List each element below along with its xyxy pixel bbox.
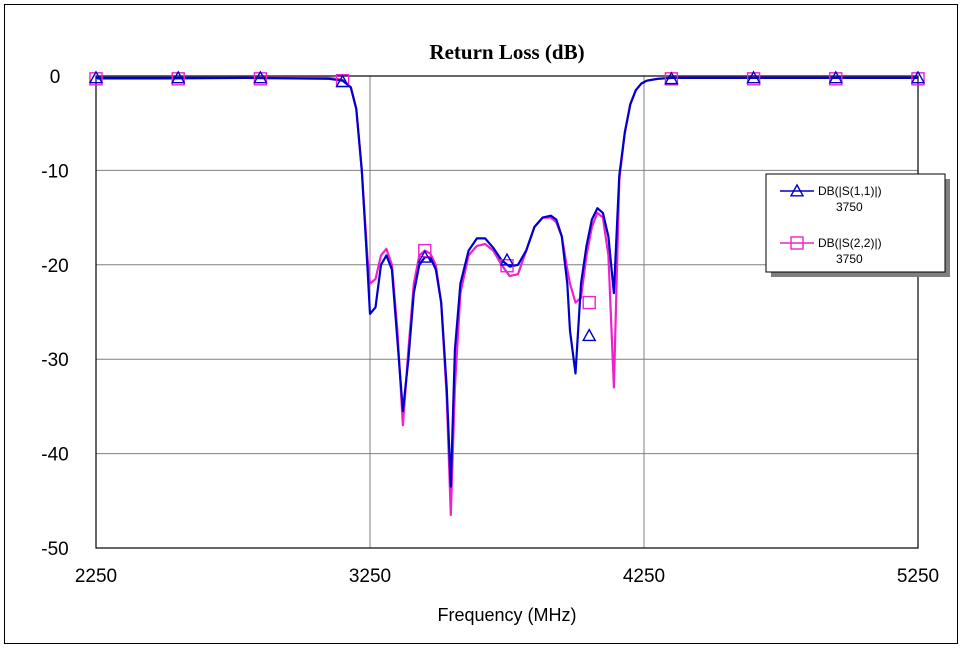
legend: DB(|S(1,1)|) 3750 DB(|S(2,2)|) 3750 [765,173,950,277]
x-tick-label: 5250 [897,566,939,587]
series-marker-1 [171,70,186,84]
legend-marker-2 [790,236,804,250]
x-tick-label: 3250 [349,566,391,587]
series-marker-1 [417,249,432,263]
chart-title: Return Loss (dB) [429,40,584,64]
x-tick-label: 4250 [623,566,665,587]
y-tick-label: -10 [41,161,68,182]
series-marker-2 [582,295,596,310]
y-tick-label: -30 [41,350,68,371]
legend-sublabel-2: 3750 [836,252,863,266]
series-marker-1 [335,74,350,88]
series-marker-1 [253,70,268,84]
return-loss-chart: 0 -10 -20 -30 -40 -50 2250 3250 4250 5250 Return … [41,40,950,625]
series-marker-2 [500,259,514,273]
x-tick-label: 2250 [75,566,117,587]
series-marker-2 [418,243,432,258]
y-tick-label: -20 [41,256,68,277]
plot-area [95,75,919,549]
series-lines [96,76,918,517]
series-marker-1 [499,252,515,266]
legend-label-2: DB(|S(2,2)|) [818,236,882,250]
legend-marker-1 [789,183,805,197]
series-marker-1 [88,70,104,84]
y-tick-label: 0 [50,67,61,88]
legend-sublabel-1: 3750 [836,200,863,214]
chart-frame: 0 -10 -20 -30 -40 -50 2250 3250 4250 5250 Return … [4,4,958,644]
series-marker-1 [910,70,926,84]
series-line-2 [96,76,918,517]
y-tick-label: -40 [41,445,68,466]
series-marker-1 [582,328,597,342]
x-axis-title: Frequency (MHz) [437,605,576,625]
grid [96,76,918,548]
series-markers [88,70,926,342]
y-tick-label: -50 [41,539,68,560]
series-marker-1 [664,71,679,85]
tick-labels: 0 -10 -20 -30 -40 -50 2250 3250 4250 5250 [41,67,939,587]
series-line-1 [96,76,918,488]
series-marker-1 [746,70,761,84]
legend-label-1: DB(|S(1,1)|) [818,184,882,198]
series-marker-1 [828,70,843,84]
